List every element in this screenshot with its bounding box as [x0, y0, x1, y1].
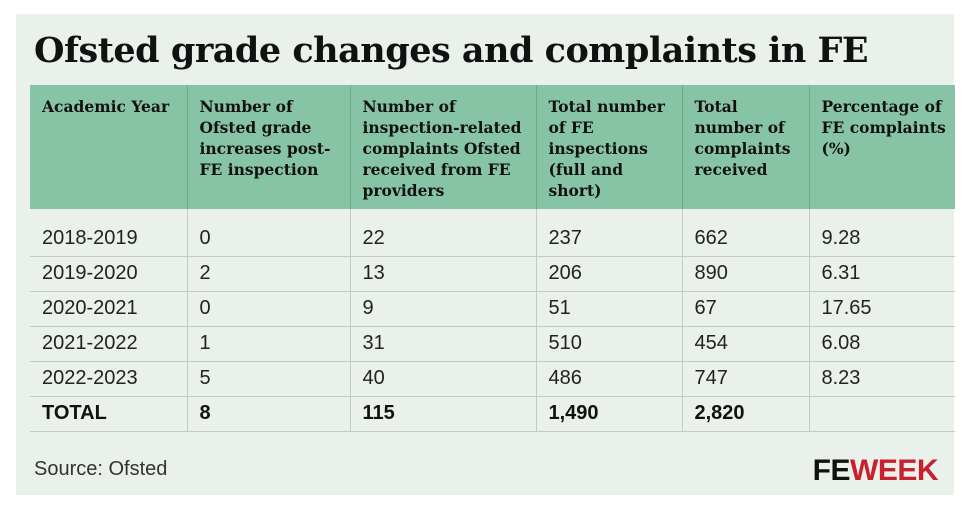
cell-total-inspections: 206: [535, 256, 682, 292]
cell-year: 2019-2020: [30, 256, 187, 292]
cell-inspection-complaints: 13: [349, 256, 536, 292]
cell-total-inspections: 51: [535, 291, 682, 327]
logo-fe: FE: [812, 454, 851, 487]
table-spacer: [30, 209, 955, 221]
cell-grade-increases: 2: [186, 256, 350, 292]
cell-grade-increases: 0: [186, 291, 350, 327]
table-row: 2022-2023 5 40 486 747 8.23: [30, 361, 955, 397]
source-note: Source: Ofsted: [34, 458, 168, 480]
cell-year: 2020-2021: [30, 291, 187, 327]
total-inspections: 1,490: [535, 396, 682, 432]
cell-inspection-complaints: 22: [349, 221, 536, 257]
total-label: TOTAL: [30, 396, 187, 432]
header-total-complaints: Total number of complaints received: [681, 85, 809, 209]
total-complaints: 2,820: [681, 396, 809, 432]
cell-percentage: 6.31: [808, 256, 955, 292]
total-percentage: [808, 396, 955, 432]
cell-total-complaints: 67: [681, 291, 809, 327]
total-inspection-complaints: 115: [349, 396, 536, 432]
data-table: Academic Year Number of Ofsted grade inc…: [30, 85, 955, 432]
cell-grade-increases: 1: [186, 326, 350, 362]
cell-total-complaints: 890: [681, 256, 809, 292]
cell-total-complaints: 662: [681, 221, 809, 257]
fe-week-logo: FEWEEK: [812, 454, 939, 488]
cell-year: 2018-2019: [30, 221, 187, 257]
header-academic-year: Academic Year: [30, 85, 187, 209]
cell-percentage: 9.28: [808, 221, 955, 257]
table-row: 2020-2021 0 9 51 67 17.65: [30, 291, 955, 327]
cell-inspection-complaints: 31: [349, 326, 536, 362]
table-row: 2018-2019 0 22 237 662 9.28: [30, 221, 955, 257]
infographic-panel: Ofsted grade changes and complaints in F…: [16, 14, 955, 495]
logo-week: WEEK: [850, 454, 939, 487]
table-row: 2021-2022 1 31 510 454 6.08: [30, 326, 955, 362]
cell-total-complaints: 747: [681, 361, 809, 397]
table-row: 2019-2020 2 13 206 890 6.31: [30, 256, 955, 292]
cell-total-inspections: 237: [535, 221, 682, 257]
header-percentage: Percentage of FE complaints (%): [808, 85, 955, 209]
cell-grade-increases: 0: [186, 221, 350, 257]
cell-year: 2021-2022: [30, 326, 187, 362]
page-title: Ofsted grade changes and complaints in F…: [34, 30, 869, 71]
table-header-row: Academic Year Number of Ofsted grade inc…: [30, 85, 955, 209]
header-inspection-complaints: Number of inspection-related complaints …: [349, 85, 536, 209]
cell-percentage: 17.65: [808, 291, 955, 327]
cell-inspection-complaints: 9: [349, 291, 536, 327]
cell-inspection-complaints: 40: [349, 361, 536, 397]
cell-total-inspections: 486: [535, 361, 682, 397]
total-grade-increases: 8: [186, 396, 350, 432]
cell-percentage: 6.08: [808, 326, 955, 362]
header-grade-increases: Number of Ofsted grade increases post-FE…: [186, 85, 350, 209]
cell-year: 2022-2023: [30, 361, 187, 397]
cell-grade-increases: 5: [186, 361, 350, 397]
cell-percentage: 8.23: [808, 361, 955, 397]
total-row: TOTAL 8 115 1,490 2,820: [30, 396, 955, 432]
cell-total-complaints: 454: [681, 326, 809, 362]
header-total-inspections: Total number of FE inspections (full and…: [535, 85, 682, 209]
cell-total-inspections: 510: [535, 326, 682, 362]
